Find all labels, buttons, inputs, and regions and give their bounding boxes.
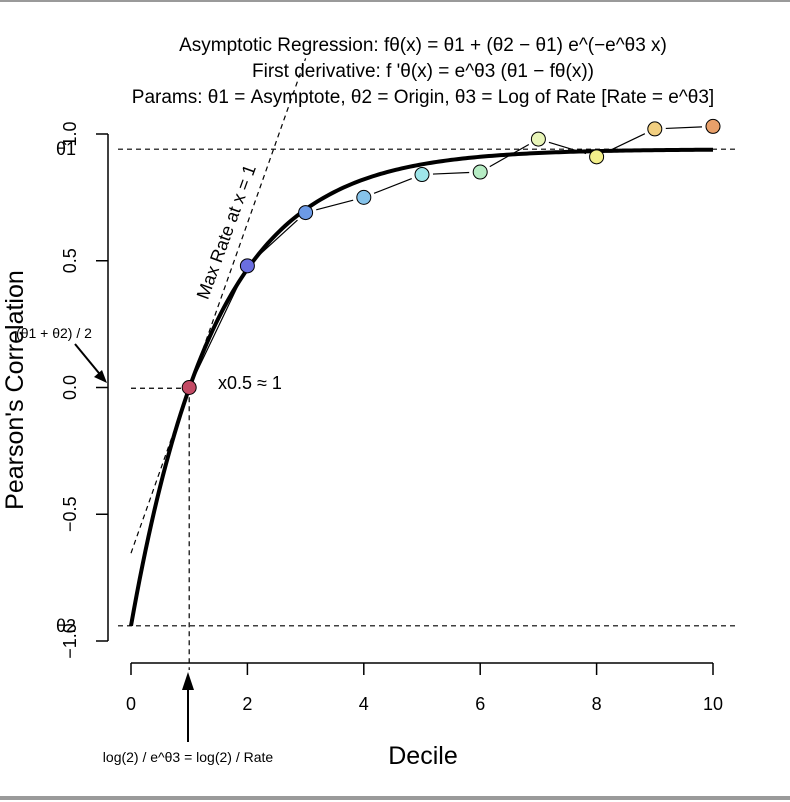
data-point [414,167,430,183]
data-point [356,189,372,205]
y-tick-label: −1.0 [60,623,80,659]
x-half-label: x0.5 ≈ 1 [218,373,282,393]
x-tick-label: 10 [703,694,723,714]
data-points [181,118,721,395]
y-tick-label: 1.0 [60,121,80,146]
connector-segment [606,133,646,153]
y-axis-title: Pearson's Correlation [1,270,29,510]
connector-segment [665,126,703,130]
data-point [530,131,546,147]
x-tick-label: 6 [475,694,485,714]
tick-labels: −1.0 −0.5 0.0 0.5 1.0 0 2 4 6 8 10 θ1 θ2 [56,121,723,714]
half-life-arrowhead [182,672,194,690]
max-rate-label: Max Rate at x = 1 [193,162,260,302]
fitted-curve-layer [129,147,714,627]
half-life-formula: log(2) / e^θ3 = log(2) / Rate [103,749,274,765]
max-rate-tangent [130,58,307,554]
midpoint-arrowhead [94,370,107,383]
x-tick-label: 4 [359,694,369,714]
midpoint-annotation: (θ1 + θ2) / 2 [16,325,107,383]
title-line-1: Asymptotic Regression: fθ(x) = θ1 + (θ2 … [179,35,667,56]
connector-segment [489,143,530,168]
data-point [181,380,197,395]
theta2-tick-label: θ2 [56,616,76,636]
half-life-annotation: log(2) / e^θ3 = log(2) / Rate [103,672,274,765]
x-tick-label: 8 [592,694,602,714]
fitted-curve [129,147,714,627]
connector-segment [255,219,298,259]
data-point [472,164,488,180]
data-point [239,258,255,274]
connector-segment [193,275,244,378]
x-tick-label: 0 [126,694,136,714]
data-point [705,118,721,134]
y-tick-label: 0.5 [60,248,80,273]
connector-segment [316,199,354,211]
theta1-tick-label: θ1 [56,139,76,159]
axes [96,133,714,675]
connector-segment [373,178,412,194]
midpoint-arrow [74,343,104,379]
connector-segment [548,141,587,155]
connector-segment [432,171,470,175]
title-line-2: First derivative: f 'θ(x) = e^θ3 (θ1 − f… [252,61,594,82]
data-point [298,205,314,221]
midpoint-label: (θ1 + θ2) / 2 [16,325,92,341]
x-axis-title: Decile [388,742,457,770]
data-point [589,149,605,165]
y-tick-label: −0.5 [60,496,80,532]
y-tick-label: 0.0 [60,375,80,400]
chart-title: Asymptotic Regression: fθ(x) = θ1 + (θ2 … [132,35,714,108]
title-line-3: Params: θ1 = Asymptote, θ2 = Origin, θ3 … [132,87,714,108]
x-tick-label: 2 [242,694,252,714]
data-point [647,121,663,137]
